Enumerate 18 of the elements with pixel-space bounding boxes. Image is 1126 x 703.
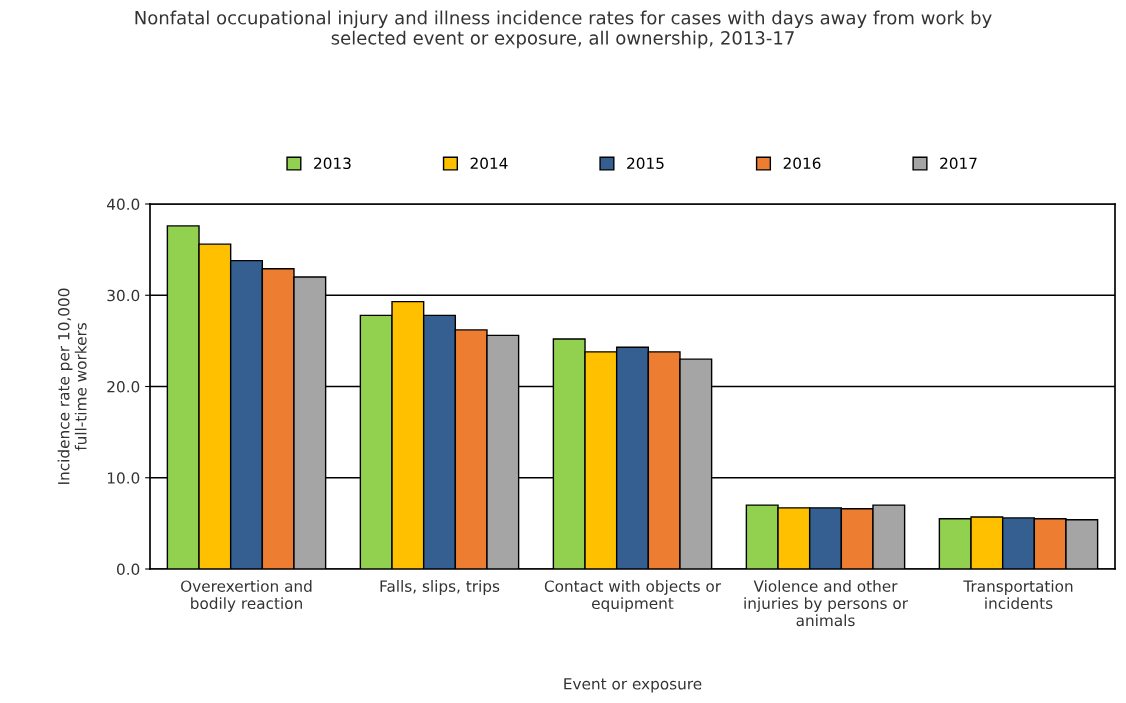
x-axis-title: Event or exposure <box>564 678 702 693</box>
legend-label: 2017 <box>940 157 977 170</box>
x-tick-label: Overexertion and bodily reaction <box>181 580 312 612</box>
chart-title: Nonfatal occupational injury and illness incidence rates for cases with days away from work by selected event or exposure, all ownership, 2013-17 <box>135 10 992 49</box>
legend-label: 2015 <box>627 157 664 170</box>
x-tick-label: Transportation incidents <box>963 580 1073 610</box>
legend-label: 2013 <box>314 157 351 170</box>
y-tick-label: 10.0 <box>107 472 140 484</box>
y-tick-label: 20.0 <box>107 380 140 393</box>
y-axis-title: Incidence rate per 10,000 full-time workers <box>57 288 87 484</box>
x-tick-label: Contact with objects or equipment <box>544 580 722 612</box>
y-tick-label: 40.0 <box>107 198 140 211</box>
legend-label: 2016 <box>783 157 821 170</box>
x-tick-label: Falls, slips, trips <box>380 580 500 595</box>
y-tick-label: 30.0 <box>107 289 140 302</box>
y-tick-label: 0.0 <box>116 563 140 576</box>
x-tick-label: Violence and other injuries by persons or animals <box>744 580 908 627</box>
legend-label: 2014 <box>470 157 508 170</box>
